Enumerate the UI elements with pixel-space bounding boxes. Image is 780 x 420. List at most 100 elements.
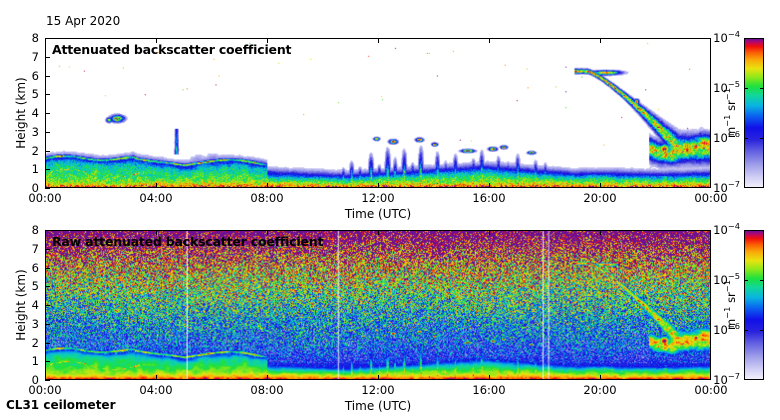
x-tick-mark-bottom-2 <box>267 375 268 380</box>
x-tick-mark-bottom-5 <box>600 375 601 380</box>
x-tick-label-top-3: 12:00 <box>361 191 395 205</box>
y-tick-label-bottom-4: 4 <box>31 298 39 312</box>
x-tick-mark-bottom-4 <box>489 375 490 380</box>
x-tick-label-top-4: 16:00 <box>472 191 506 205</box>
x-tick-label-bottom-5: 20:00 <box>583 383 617 397</box>
x-axis-title-bottom: Time (UTC) <box>344 399 412 413</box>
y-tick-mark-bottom-1 <box>45 361 50 363</box>
x-tick-mark-top-top-4 <box>489 38 490 43</box>
y-tick-label-bottom-6: 6 <box>31 260 39 275</box>
x-tick-label-bottom-2: 08:00 <box>250 383 284 397</box>
plot-panel-attenuated-backscatter[interactable]: Attenuated backscatter coefficient <box>45 38 711 188</box>
x-tick-label-top-1: 04:00 <box>139 191 173 205</box>
plot-panel-raw-attenuated-backscatter[interactable]: Raw attenuated backscatter coefficient <box>45 230 711 380</box>
colorbar-tick-bottom-1e-6: 10−6 <box>713 321 740 337</box>
colorbar-tick-top-1e-6: 10−6 <box>713 129 740 145</box>
x-tick-label-top-5: 20:00 <box>583 191 617 205</box>
y-tick-label-bottom-3: 3 <box>31 316 39 331</box>
y-tick-label-top-8: 8 <box>31 31 39 45</box>
y-tick-label-top-2: 2 <box>31 143 39 158</box>
y-tick-mark-top-7 <box>45 56 50 58</box>
x-tick-label-bottom-6: 00:00 <box>694 383 728 397</box>
x-tick-mark-top-bottom-3 <box>378 230 379 235</box>
x-tick-label-top-6: 00:00 <box>694 191 728 205</box>
x-tick-mark-top-top-3 <box>378 38 379 43</box>
colorbar-tick-bottom-1e-4: 10−4 <box>713 221 740 237</box>
y-tick-mark-bottom-0 <box>45 380 50 381</box>
y-axis-title-bottom: Height (km) <box>14 269 28 341</box>
y-tick-mark-bottom-7 <box>45 248 50 250</box>
y-tick-mark-top-1 <box>45 169 50 171</box>
x-tick-mark-top-bottom-4 <box>489 230 490 235</box>
y-tick-mark-top-4 <box>45 113 50 114</box>
y-tick-mark-bottom-3 <box>45 323 50 325</box>
colorbar-tickmark-bottom-1e-6 <box>744 330 748 331</box>
x-tick-mark-top-bottom-1 <box>156 230 157 235</box>
y-tick-mark-top-8 <box>45 38 50 39</box>
colorbar-tickmark-r-bottom-1e-6 <box>760 330 764 331</box>
colorbar-unit-bottom: m−1 sr−1 <box>722 280 738 330</box>
y-tick-mark-bottom-6 <box>45 267 50 269</box>
y-tick-mark-top-5 <box>45 94 50 96</box>
colorbar-tick-bottom-1e-7: 10−7 <box>713 371 740 387</box>
x-tick-mark-top-4 <box>489 183 490 188</box>
heatmap-attenuated-backscatter <box>46 39 710 187</box>
y-tick-label-top-4: 4 <box>31 106 39 120</box>
panel-title-attenuated: Attenuated backscatter coefficient <box>52 42 292 57</box>
y-tick-label-top-3: 3 <box>31 124 39 139</box>
colorbar-tick-top-1e-5: 10−5 <box>713 79 740 95</box>
colorbar-tickmark-r-bottom-1e-5 <box>760 280 764 281</box>
colorbar-unit-top: m−1 sr−1 <box>722 88 738 138</box>
colorbar-tick-top-1e-4: 10−4 <box>713 29 740 45</box>
colorbar-tickmark-r-top-1e-5 <box>760 88 764 89</box>
date-label: 15 Apr 2020 <box>46 14 121 28</box>
x-axis-title-top: Time (UTC) <box>344 207 412 221</box>
colorbar-top <box>744 38 764 188</box>
y-tick-label-bottom-2: 2 <box>31 335 39 350</box>
heatmap-raw-attenuated-backscatter <box>46 231 710 379</box>
x-tick-mark-top-1 <box>156 183 157 188</box>
y-tick-label-bottom-1: 1 <box>31 354 39 369</box>
y-axis-title-top: Height (km) <box>14 77 28 149</box>
y-tick-label-top-5: 5 <box>31 87 39 102</box>
y-tick-label-top-6: 6 <box>31 68 39 83</box>
y-tick-label-bottom-7: 7 <box>31 241 39 256</box>
x-tick-label-top-2: 08:00 <box>250 191 284 205</box>
x-tick-mark-top-3 <box>378 183 379 188</box>
y-tick-mark-top-6 <box>45 75 50 77</box>
x-tick-mark-top-top-2 <box>267 38 268 43</box>
x-tick-mark-bottom-3 <box>378 375 379 380</box>
y-tick-mark-top-0 <box>45 188 50 189</box>
x-tick-mark-top-5 <box>600 183 601 188</box>
x-tick-label-bottom-4: 16:00 <box>472 383 506 397</box>
x-tick-label-top-0: 00:00 <box>28 191 62 205</box>
x-tick-mark-top-bottom-5 <box>600 230 601 235</box>
y-tick-mark-top-2 <box>45 150 50 152</box>
y-tick-label-bottom-0: 0 <box>31 373 39 387</box>
colorbar-tickmark-bottom-1e-5 <box>744 280 748 281</box>
y-tick-mark-bottom-4 <box>45 305 50 306</box>
x-tick-mark-bottom-1 <box>156 375 157 380</box>
colorbar-tickmark-top-1e-5 <box>744 88 748 89</box>
x-tick-mark-top-bottom-2 <box>267 230 268 235</box>
y-tick-mark-bottom-5 <box>45 286 50 288</box>
x-tick-label-bottom-1: 04:00 <box>139 383 173 397</box>
colorbar-bottom <box>744 230 764 380</box>
x-tick-mark-top-top-5 <box>600 38 601 43</box>
colorbar-tickmark-top-1e-6 <box>744 138 748 139</box>
y-tick-label-top-7: 7 <box>31 49 39 64</box>
y-tick-mark-top-3 <box>45 131 50 133</box>
x-tick-mark-top-top-1 <box>156 38 157 43</box>
y-tick-mark-bottom-8 <box>45 230 50 231</box>
x-tick-mark-top-2 <box>267 183 268 188</box>
y-tick-mark-bottom-2 <box>45 342 50 344</box>
colorbar-tick-top-1e-7: 10−7 <box>713 179 740 195</box>
y-tick-label-bottom-5: 5 <box>31 279 39 294</box>
y-tick-label-bottom-8: 8 <box>31 223 39 237</box>
instrument-label: CL31 ceilometer <box>6 398 116 412</box>
y-tick-label-top-1: 1 <box>31 162 39 177</box>
x-tick-label-bottom-3: 12:00 <box>361 383 395 397</box>
colorbar-tickmark-r-top-1e-6 <box>760 138 764 139</box>
y-tick-label-top-0: 0 <box>31 181 39 195</box>
